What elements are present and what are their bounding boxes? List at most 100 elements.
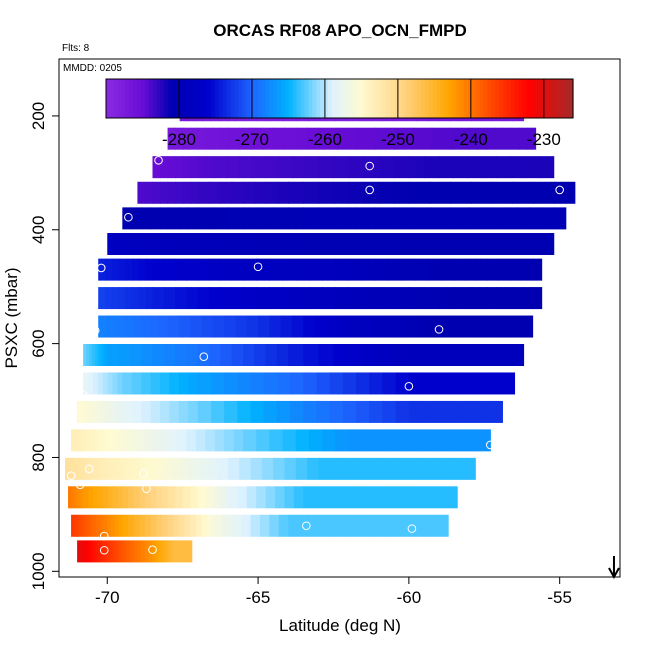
- heat-cell: [482, 233, 497, 255]
- heat-cell: [152, 233, 161, 255]
- heat-cell: [453, 233, 469, 255]
- heat-cell: [182, 181, 191, 204]
- colorbar-swatch: [296, 79, 302, 118]
- heat-cell: [529, 207, 543, 230]
- colorbar-swatch: [300, 79, 306, 118]
- heat-cell: [141, 344, 154, 366]
- heat-cell: [239, 457, 252, 480]
- heat-cell: [254, 181, 267, 204]
- heat-cell: [224, 315, 237, 338]
- heat-cell: [318, 457, 339, 480]
- heat-cell: [455, 457, 476, 480]
- heat-cell: [479, 400, 492, 423]
- colorbar-swatch: [374, 79, 380, 118]
- heat-cell: [341, 486, 362, 509]
- heat-cell: [218, 457, 229, 480]
- heat-cell: [337, 127, 357, 150]
- heat-cell: [83, 486, 89, 509]
- heat-cell: [437, 429, 456, 452]
- heat-cell: [496, 287, 506, 310]
- heat-cell: [101, 540, 105, 563]
- heat-cell: [160, 181, 169, 204]
- heat-cell: [465, 258, 477, 281]
- colorbar-swatch: [335, 79, 341, 118]
- heat-cell: [382, 233, 402, 255]
- heat-cell: [169, 400, 180, 423]
- heat-cell: [197, 258, 210, 281]
- heat-cell: [116, 540, 120, 563]
- heat-cell: [258, 233, 274, 255]
- heat-cell: [303, 181, 319, 204]
- heat-cell: [250, 400, 265, 423]
- colorbar-swatch: [160, 79, 165, 118]
- sample-point: [75, 480, 85, 490]
- heat-cell: [210, 372, 225, 395]
- heat-cell: [276, 181, 289, 204]
- colorbar-swatch: [530, 79, 535, 118]
- heat-cell: [454, 429, 474, 452]
- colorbar-swatch: [246, 79, 251, 118]
- colorbar-swatch: [464, 79, 469, 118]
- heat-cell: [383, 429, 403, 452]
- heat-cell: [369, 372, 384, 395]
- heat-cell: [74, 457, 80, 480]
- heat-cell: [107, 457, 115, 480]
- heat-cell: [132, 258, 140, 281]
- heat-cell: [431, 127, 451, 150]
- heat-cell: [486, 258, 499, 281]
- heat-cell: [137, 540, 142, 563]
- heat-cell: [144, 181, 154, 204]
- heat-cell: [328, 514, 349, 537]
- heat-cell: [209, 287, 221, 310]
- heat-cell: [263, 372, 278, 395]
- heat-cell: [112, 372, 119, 395]
- heat-cell: [490, 400, 503, 423]
- heat-cell: [182, 156, 191, 179]
- heat-cell: [84, 429, 90, 452]
- heat-cell: [184, 540, 188, 563]
- heat-cell: [212, 233, 229, 255]
- heat-cell: [98, 344, 102, 366]
- heat-cell: [133, 540, 139, 563]
- heat-cell: [532, 287, 543, 310]
- heat-cell: [207, 514, 214, 537]
- colorbar-swatch: [401, 79, 407, 118]
- heat-cell: [170, 540, 175, 563]
- heat-cell: [82, 400, 90, 423]
- heat-cell: [127, 486, 135, 509]
- colorbar-swatch: [549, 79, 555, 118]
- heat-cell: [471, 181, 493, 204]
- colorbar-ticks: -280 -270 -260 -250 -240 -230: [162, 79, 561, 149]
- heat-cell: [322, 287, 336, 310]
- heat-cell: [363, 233, 384, 255]
- heat-cell: [189, 540, 193, 563]
- x-tick-label: -60: [397, 588, 422, 607]
- heat-cell: [118, 287, 126, 310]
- heat-cell: [439, 156, 454, 179]
- heat-cell: [201, 315, 214, 338]
- heat-cell: [399, 486, 420, 509]
- sample-point: [555, 185, 564, 195]
- heat-cell: [190, 514, 197, 537]
- colorbar-swatch: [257, 79, 263, 118]
- heat-cell: [348, 156, 365, 179]
- heat-cell: [494, 344, 510, 366]
- heat-cell: [288, 181, 304, 204]
- heat-cell: [469, 127, 479, 150]
- x-axis-label: Latitude (deg N): [279, 616, 401, 635]
- heat-cell: [220, 287, 233, 310]
- heat-cell: [222, 514, 233, 537]
- heat-cell: [428, 514, 449, 537]
- colorbar-tick-label: -270: [235, 130, 269, 149]
- heat-cell: [448, 372, 463, 395]
- heat-cell: [152, 287, 165, 310]
- heat-cell: [502, 127, 512, 150]
- heat-cell: [363, 181, 380, 204]
- heat-cell: [467, 233, 483, 255]
- heat-cell: [318, 127, 338, 150]
- heat-cell: [71, 514, 75, 537]
- colorbar-swatch: [183, 79, 189, 118]
- colorbar-swatch: [413, 79, 418, 118]
- heat-cell: [163, 258, 176, 281]
